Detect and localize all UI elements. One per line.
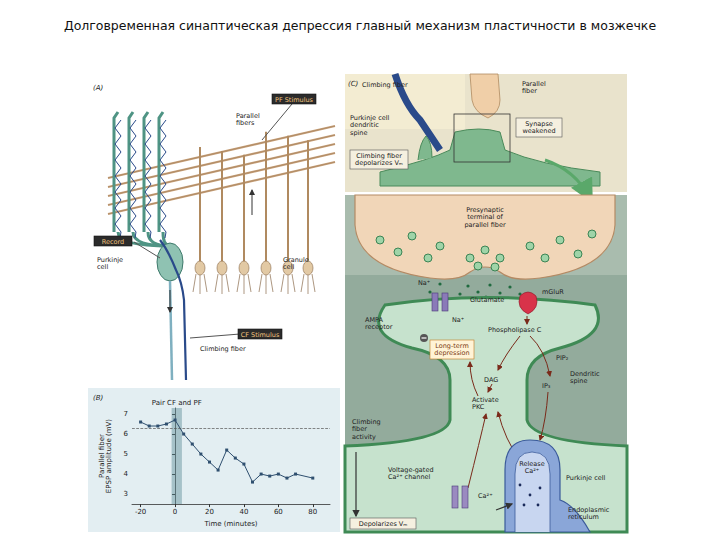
svg-text:mGluR: mGluR bbox=[542, 288, 564, 296]
svg-text:80: 80 bbox=[308, 508, 317, 516]
svg-text:Долговременная синаптическая д: Долговременная синаптическая депрессия г… bbox=[64, 18, 657, 33]
svg-text:CF Stimulus: CF Stimulus bbox=[241, 331, 280, 339]
svg-text:ActivatePKC: ActivatePKC bbox=[472, 396, 499, 411]
svg-text:Endoplasmicreticulum: Endoplasmicreticulum bbox=[568, 506, 610, 521]
svg-text:Ca²⁺: Ca²⁺ bbox=[478, 492, 493, 500]
svg-text:PIP₂: PIP₂ bbox=[556, 354, 569, 362]
svg-text:AMPAreceptor: AMPAreceptor bbox=[365, 316, 393, 331]
svg-text:60: 60 bbox=[274, 508, 283, 516]
svg-text:Climbing fiber: Climbing fiber bbox=[362, 81, 408, 89]
svg-text:(B): (B) bbox=[93, 394, 104, 402]
svg-text:Synapseweakened: Synapseweakened bbox=[522, 120, 555, 135]
svg-text:Parallel fiber: Parallel fiber bbox=[98, 434, 107, 478]
svg-text:20: 20 bbox=[205, 508, 214, 516]
svg-text:EPSP amplitude (mV): EPSP amplitude (mV) bbox=[105, 419, 113, 493]
svg-text:Na⁺: Na⁺ bbox=[418, 279, 430, 287]
svg-text:7: 7 bbox=[124, 410, 128, 418]
svg-text:Pair CF and PF: Pair CF and PF bbox=[152, 399, 202, 407]
svg-text:Climbing fiberdepolarizes Vₘ: Climbing fiberdepolarizes Vₘ bbox=[355, 152, 403, 167]
svg-text:Climbing fiber: Climbing fiber bbox=[200, 345, 246, 353]
svg-text:Climbingfiberactivity: Climbingfiberactivity bbox=[352, 418, 381, 441]
svg-text:5: 5 bbox=[124, 450, 128, 458]
svg-text:Glutamate: Glutamate bbox=[470, 296, 504, 304]
svg-text:Purkinje cell: Purkinje cell bbox=[566, 474, 606, 482]
svg-text:ReleaseCa²⁺: ReleaseCa²⁺ bbox=[519, 460, 544, 475]
svg-text:IP₃: IP₃ bbox=[542, 382, 551, 390]
svg-text:-20: -20 bbox=[135, 508, 146, 516]
svg-text:Purkinjecell: Purkinjecell bbox=[97, 256, 123, 271]
svg-text:3: 3 bbox=[124, 490, 128, 498]
svg-text:4: 4 bbox=[124, 470, 129, 478]
svg-text:Granulecell: Granulecell bbox=[283, 256, 309, 271]
svg-text:0: 0 bbox=[173, 508, 177, 516]
svg-text:Parallelfibers: Parallelfibers bbox=[236, 112, 260, 127]
svg-text:Presynapticterminal ofparallel: Presynapticterminal ofparallel fiber bbox=[464, 206, 505, 229]
svg-text:Long-termdepression: Long-termdepression bbox=[434, 342, 469, 357]
svg-text:Na⁺: Na⁺ bbox=[452, 316, 464, 324]
svg-text:(B): (B) bbox=[93, 394, 104, 402]
svg-text:DAG: DAG bbox=[484, 376, 498, 384]
svg-text:Parallelfiber: Parallelfiber bbox=[522, 80, 546, 95]
svg-text:PF Stimulus: PF Stimulus bbox=[275, 96, 314, 104]
svg-text:Purkinje celldendriticspine: Purkinje celldendriticspine bbox=[350, 114, 390, 137]
svg-text:Depolarizes Vₘ: Depolarizes Vₘ bbox=[359, 520, 408, 528]
svg-text:(C): (C) bbox=[348, 80, 359, 88]
svg-text:Voltage-gatedCa²⁺ channel: Voltage-gatedCa²⁺ channel bbox=[388, 466, 434, 481]
svg-text:40: 40 bbox=[239, 508, 248, 516]
svg-text:6: 6 bbox=[124, 430, 129, 438]
svg-text:Dendriticspine: Dendriticspine bbox=[570, 370, 600, 385]
svg-text:Phospholipase C: Phospholipase C bbox=[488, 326, 542, 334]
svg-text:Time (minutes): Time (minutes) bbox=[203, 520, 257, 528]
svg-text:Record: Record bbox=[102, 238, 124, 246]
svg-text:(A): (A) bbox=[93, 84, 104, 92]
